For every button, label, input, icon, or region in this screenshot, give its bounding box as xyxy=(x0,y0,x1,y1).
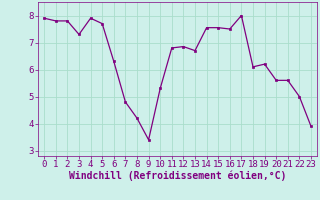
X-axis label: Windchill (Refroidissement éolien,°C): Windchill (Refroidissement éolien,°C) xyxy=(69,171,286,181)
